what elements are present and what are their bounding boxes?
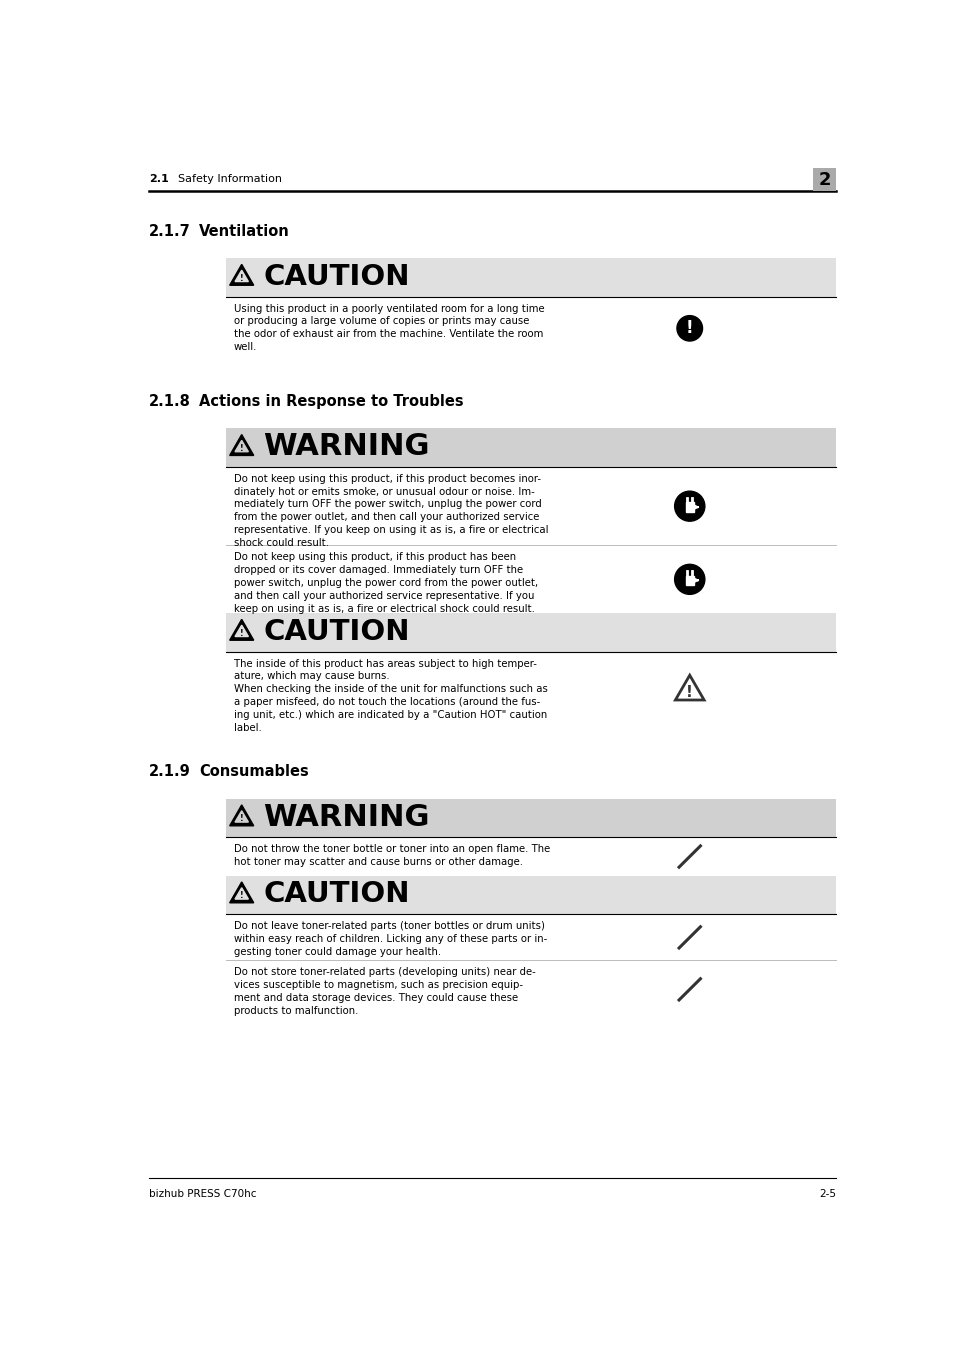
Text: !: ! <box>239 629 243 637</box>
Circle shape <box>674 564 704 594</box>
Text: 2.1.7: 2.1.7 <box>149 224 191 239</box>
Text: !: ! <box>239 444 243 454</box>
Text: 2.1.9: 2.1.9 <box>149 764 191 779</box>
Text: CAUTION: CAUTION <box>263 618 410 645</box>
Text: 2.1.8: 2.1.8 <box>149 394 191 409</box>
Polygon shape <box>230 620 253 640</box>
Text: !: ! <box>239 891 243 900</box>
FancyBboxPatch shape <box>812 169 835 192</box>
Text: 2-5: 2-5 <box>819 1189 835 1199</box>
Text: !: ! <box>685 684 693 699</box>
FancyBboxPatch shape <box>226 428 835 467</box>
Text: Do not keep using this product, if this product has been
dropped or its cover da: Do not keep using this product, if this … <box>233 552 537 614</box>
Text: CAUTION: CAUTION <box>263 880 410 909</box>
Polygon shape <box>230 882 253 903</box>
Polygon shape <box>234 811 248 822</box>
Text: Using this product in a poorly ventilated room for a long time
or producing a la: Using this product in a poorly ventilate… <box>233 304 544 352</box>
Text: 2.1: 2.1 <box>149 174 169 184</box>
Circle shape <box>677 316 701 342</box>
Polygon shape <box>234 888 248 899</box>
Text: 2: 2 <box>818 170 830 189</box>
Circle shape <box>674 491 704 521</box>
Polygon shape <box>234 270 248 282</box>
Polygon shape <box>230 265 253 285</box>
Text: CAUTION: CAUTION <box>263 263 410 290</box>
Text: The inside of this product has areas subject to high temper-
ature, which may ca: The inside of this product has areas sub… <box>233 659 547 733</box>
Text: Do not leave toner-related parts (toner bottles or drum units)
within easy reach: Do not leave toner-related parts (toner … <box>233 921 547 957</box>
Polygon shape <box>234 625 248 637</box>
Text: Do not store toner-related parts (developing units) near de-
vices susceptible t: Do not store toner-related parts (develo… <box>233 968 536 1015</box>
Polygon shape <box>234 440 248 452</box>
FancyBboxPatch shape <box>685 502 693 512</box>
Text: Do not throw the toner bottle or toner into an open flame. The
hot toner may sca: Do not throw the toner bottle or toner i… <box>233 844 550 867</box>
Text: WARNING: WARNING <box>263 803 430 832</box>
Text: !: ! <box>239 814 243 824</box>
Text: WARNING: WARNING <box>263 432 430 462</box>
FancyBboxPatch shape <box>685 575 693 585</box>
Text: Actions in Response to Troubles: Actions in Response to Troubles <box>199 394 463 409</box>
Text: bizhub PRESS C70hc: bizhub PRESS C70hc <box>149 1189 256 1199</box>
FancyBboxPatch shape <box>226 613 835 652</box>
FancyBboxPatch shape <box>226 876 835 914</box>
Polygon shape <box>230 805 253 826</box>
FancyBboxPatch shape <box>226 258 835 297</box>
FancyBboxPatch shape <box>226 799 835 837</box>
Text: Do not keep using this product, if this product becomes inor-
dinately hot or em: Do not keep using this product, if this … <box>233 474 548 548</box>
Text: Consumables: Consumables <box>199 764 309 779</box>
Text: Ventilation: Ventilation <box>199 224 290 239</box>
Text: Safety Information: Safety Information <box>178 174 282 184</box>
Polygon shape <box>230 435 253 455</box>
Text: !: ! <box>685 319 693 336</box>
Text: !: ! <box>239 274 243 282</box>
